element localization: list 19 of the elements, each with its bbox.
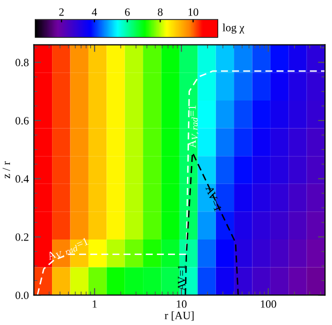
color-bar-label: 8: [158, 8, 163, 16]
y-tick-label: 0.0: [16, 292, 29, 300]
color-bar-label: 4: [92, 8, 98, 16]
annotation: A$_{V,rad}$=1: [188, 105, 199, 148]
x-tick-label: 10: [176, 300, 187, 308]
color-bar-label: 6: [125, 8, 130, 16]
x-axis-title: r [AU]: [164, 311, 194, 321]
x-tick-label: 1: [92, 300, 97, 308]
y-axis-title: z / r: [2, 161, 10, 178]
y-tick-label: 0.6: [16, 116, 29, 125]
x-tick-label: 100: [260, 300, 276, 308]
color-bar-label: 10: [188, 8, 198, 16]
annotation: AV=1: [178, 265, 186, 291]
annotation: A$_{V,rad}$=1: [46, 237, 90, 263]
y-tick-label: 0.4: [16, 175, 29, 183]
color-bar-title: log χ: [222, 24, 244, 34]
y-tick-label: 0.8: [16, 58, 29, 66]
y-tick-label: 0.2: [16, 233, 28, 241]
color-bar-label: 2: [59, 8, 64, 16]
